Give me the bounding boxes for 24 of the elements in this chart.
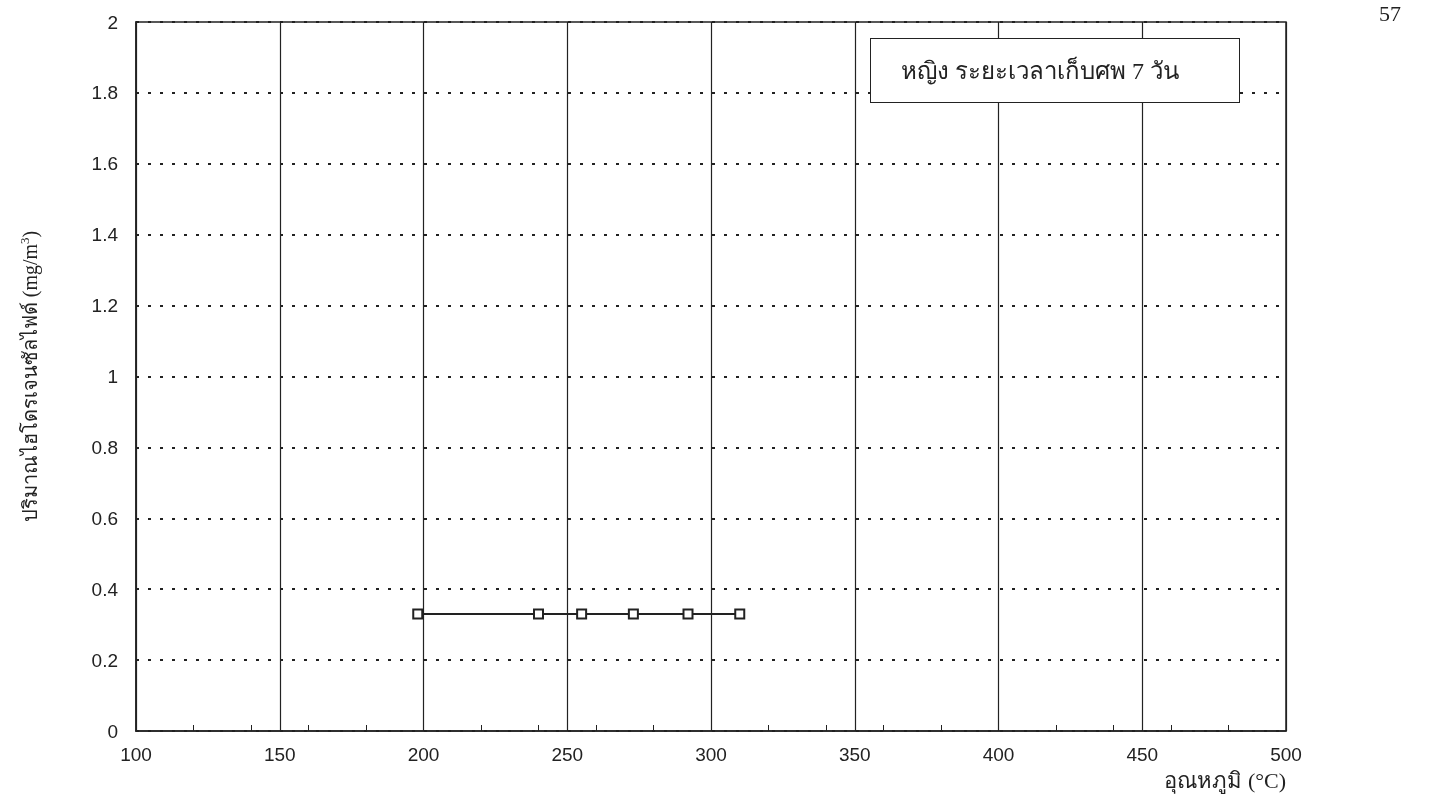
y-tick-label: 1.2 <box>91 295 118 317</box>
x-tick-label: 350 <box>838 744 871 765</box>
y-tick-label: 0.8 <box>91 436 118 458</box>
y-tick-label: 1.8 <box>91 82 118 104</box>
x-tick-label: 500 <box>1270 744 1302 765</box>
x-tick-label: 400 <box>982 744 1015 765</box>
y-tick-label: 0 <box>107 720 118 742</box>
y-tick-label: 1.6 <box>91 153 118 175</box>
text-box: หญิง ระยะเวลาเก็บศพ 7 วัน <box>870 38 1240 103</box>
y-tick-label: 1 <box>107 366 118 387</box>
y-tick-label: 1.4 <box>91 224 119 246</box>
x-tick-label: 100 <box>120 744 152 765</box>
y-tick-label: 0.4 <box>91 578 119 600</box>
x-tick-label: 200 <box>407 744 440 765</box>
x-tick-label: 300 <box>695 744 727 765</box>
x-tick-label: 150 <box>263 744 296 765</box>
x-tick-label: 450 <box>1126 744 1159 765</box>
text: 57 <box>1379 0 1401 26</box>
x-tick-label: 250 <box>551 744 584 765</box>
y-tick-label: 0.6 <box>91 507 118 529</box>
y-axis-title: ปริมาณไฮโดรเจนซัลไฟด์ (mg/m3) <box>17 230 42 523</box>
y-tick-label: 2 <box>107 11 118 33</box>
y-tick-label: 0.2 <box>91 649 118 671</box>
x-axis-title: อุณหภูมิ (°C) <box>1164 767 1286 794</box>
